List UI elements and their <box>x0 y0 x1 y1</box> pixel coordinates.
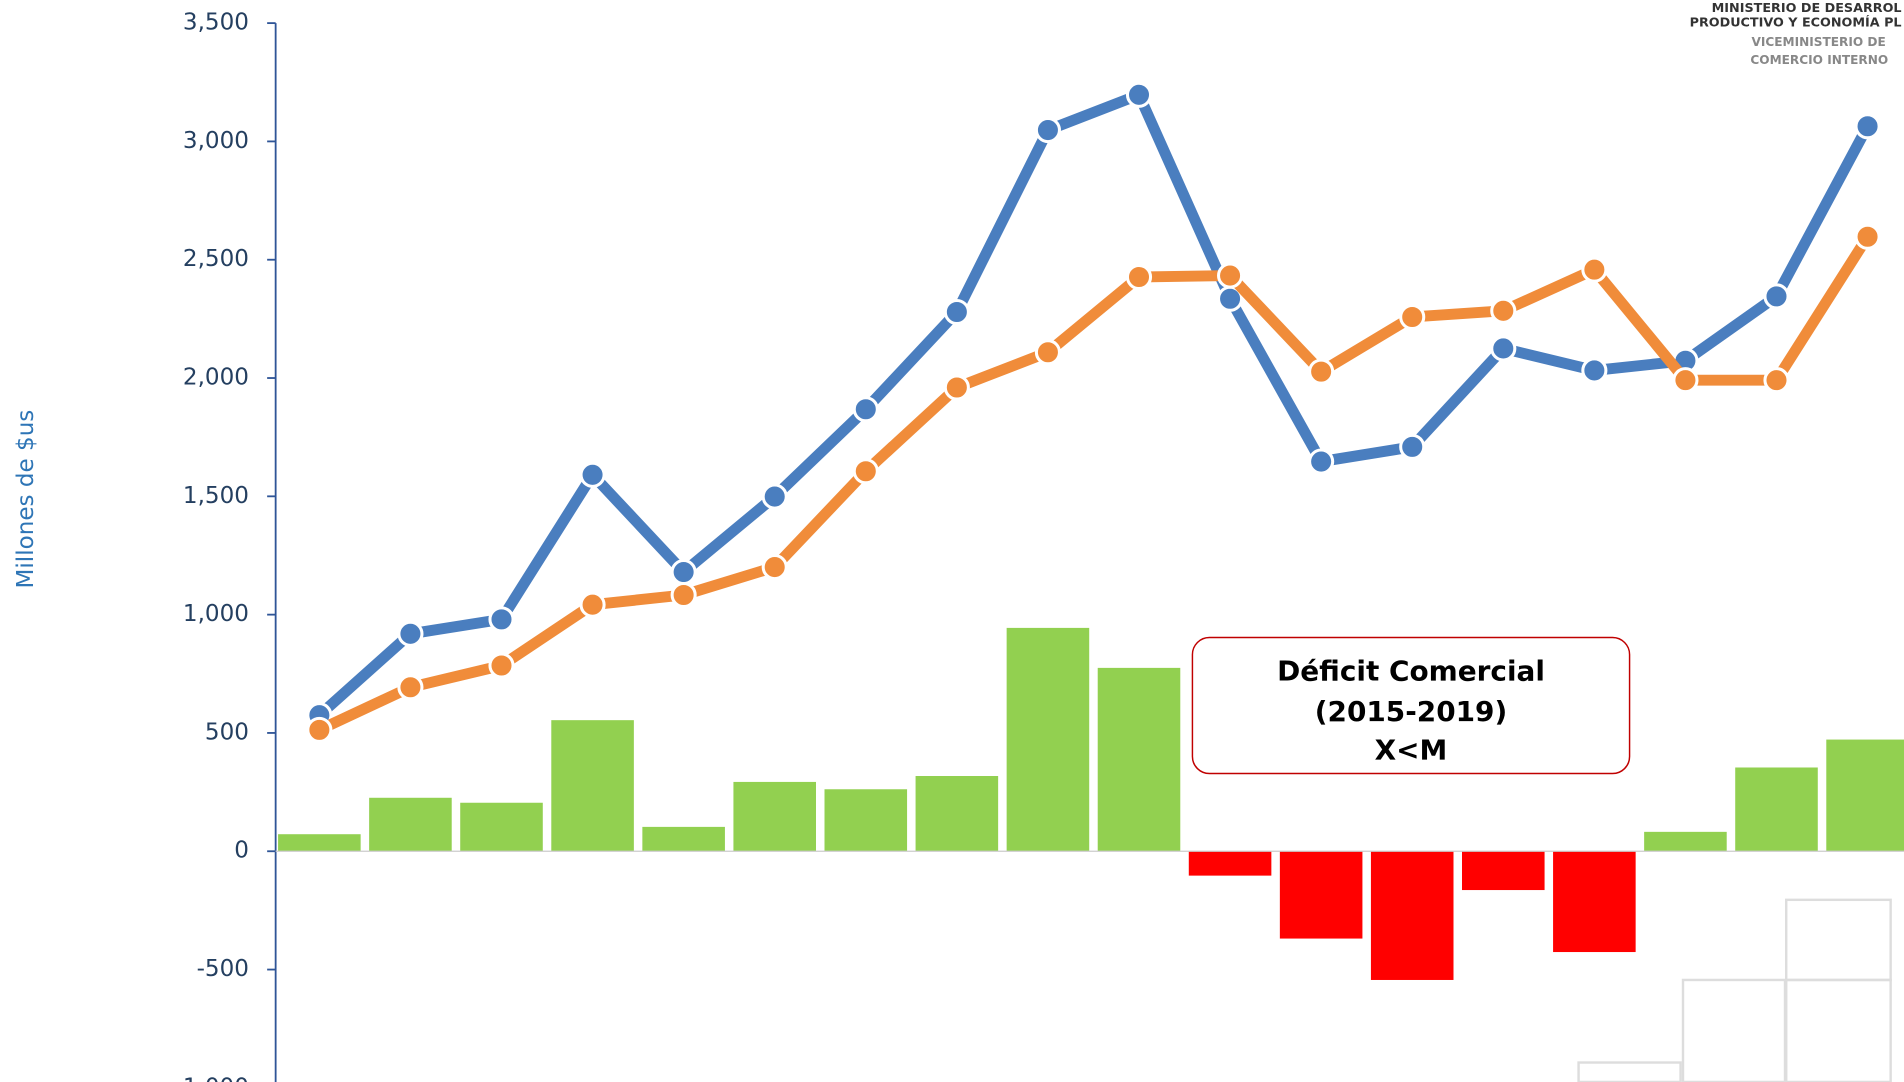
bar <box>1189 851 1272 875</box>
bar <box>642 827 725 851</box>
bar <box>1826 740 1904 852</box>
y-axis-label: Millones de $us <box>13 410 39 589</box>
marker <box>581 463 604 486</box>
bar <box>1007 628 1090 851</box>
annotation-text: (2015-2019) <box>1315 695 1507 728</box>
chart: MINISTERIO DE DESARROL PRODUCTIVO Y ECON… <box>0 0 1904 1082</box>
bar <box>825 789 908 851</box>
bar <box>1735 767 1818 851</box>
marker <box>763 556 786 579</box>
marker <box>1127 83 1150 106</box>
y-tick-label: -1,000 <box>175 1074 249 1082</box>
logo-text: VICEMINISTERIO DE <box>1751 35 1885 49</box>
y-tick-label: 3,500 <box>183 10 249 36</box>
marker <box>1583 258 1606 281</box>
marker <box>581 593 604 616</box>
marker <box>1765 285 1788 308</box>
bar <box>733 782 816 851</box>
y-tick-label: 3,000 <box>183 128 249 154</box>
bar <box>278 834 361 851</box>
marker <box>399 676 422 699</box>
marker <box>672 561 695 584</box>
marker <box>1856 115 1879 138</box>
annotation-text: Déficit Comercial <box>1277 655 1545 688</box>
marker <box>490 608 513 631</box>
bar <box>460 803 543 852</box>
bar <box>1098 668 1181 851</box>
marker <box>763 485 786 508</box>
bar <box>1553 851 1636 952</box>
logo-text: COMERCIO INTERNO <box>1750 53 1888 67</box>
marker <box>1492 299 1515 322</box>
marker <box>1310 360 1333 383</box>
marker <box>1765 369 1788 392</box>
y-tick-label: 500 <box>205 719 249 745</box>
marker <box>490 654 513 677</box>
y-tick-label: 1,000 <box>183 601 249 627</box>
bar <box>1371 851 1454 980</box>
marker <box>854 460 877 483</box>
bar <box>1644 832 1727 851</box>
y-tick-label: 1,500 <box>183 483 249 509</box>
y-tick-label: -500 <box>197 956 249 982</box>
marker <box>1492 337 1515 360</box>
marker <box>945 376 968 399</box>
marker <box>1036 119 1059 142</box>
bar <box>1280 851 1363 938</box>
marker <box>1127 265 1150 288</box>
annotation-text: X<M <box>1375 734 1448 767</box>
marker <box>1583 359 1606 382</box>
marker <box>1856 225 1879 248</box>
y-tick-label: 2,000 <box>183 365 249 391</box>
marker <box>1219 264 1242 287</box>
logo-text: MINISTERIO DE DESARROL <box>1712 1 1902 16</box>
marker <box>308 718 331 741</box>
y-tick-label: 2,500 <box>183 246 249 272</box>
y-tick-label: 0 <box>234 838 249 864</box>
bar <box>551 720 634 851</box>
marker <box>1401 305 1424 328</box>
bar <box>369 798 452 851</box>
bar <box>1462 851 1545 890</box>
marker <box>1401 435 1424 458</box>
line <box>319 95 1867 715</box>
marker <box>1674 369 1697 392</box>
marker <box>399 622 422 645</box>
marker <box>854 398 877 421</box>
marker <box>672 583 695 606</box>
bar <box>916 776 999 851</box>
logo: MINISTERIO DE DESARROL PRODUCTIVO Y ECON… <box>1690 1 1902 67</box>
marker <box>945 300 968 323</box>
marker <box>1036 341 1059 364</box>
annotation: Déficit Comercial (2015-2019) X<M <box>1192 638 1629 774</box>
line <box>319 237 1867 730</box>
marker <box>1310 450 1333 473</box>
logo-text: PRODUCTIVO Y ECONOMÍA PL <box>1690 15 1902 31</box>
